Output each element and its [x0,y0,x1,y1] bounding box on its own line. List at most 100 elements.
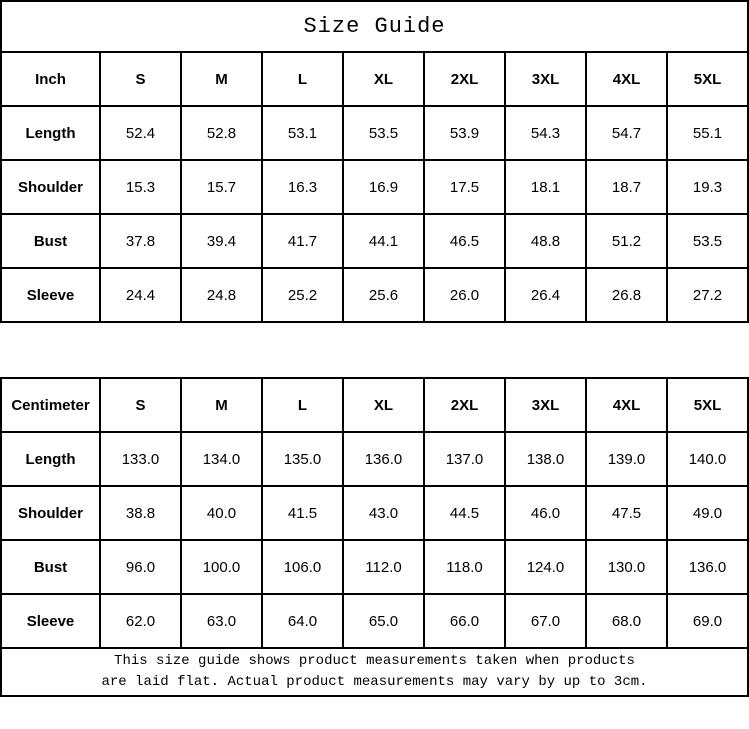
measurement-value: 52.8 [180,105,263,161]
row-label: Bust [0,539,101,595]
row-label: Length [0,431,101,487]
measurement-value: 69.0 [666,593,749,649]
size-column-header: 2XL [423,51,506,107]
table-row: Shoulder 15.3 15.7 16.3 16.9 17.5 18.1 18.7 19.3 [0,159,749,215]
measurement-value: 139.0 [585,431,668,487]
title-row: Size Guide [0,0,749,53]
measurement-value: 136.0 [342,431,425,487]
measurement-value: 68.0 [585,593,668,649]
size-column-header: 3XL [504,51,587,107]
size-header-row: Inch S M L XL 2XL 3XL 4XL 5XL [0,51,749,107]
row-label: Sleeve [0,593,101,649]
measurement-value: 38.8 [99,485,182,541]
measurement-value: 140.0 [666,431,749,487]
measurement-value: 67.0 [504,593,587,649]
measurement-value: 46.5 [423,213,506,269]
measurement-value: 54.7 [585,105,668,161]
footer-row: This size guide shows product measuremen… [0,647,749,697]
measurement-value: 52.4 [99,105,182,161]
footer-note: This size guide shows product measuremen… [0,647,749,697]
measurement-value: 55.1 [666,105,749,161]
table-row: Shoulder 38.8 40.0 41.5 43.0 44.5 46.0 47.5 49.0 [0,485,749,541]
size-table-inch: Size Guide Inch S M L XL 2XL 3XL 4XL 5XL Length 52… [0,0,749,323]
footer-note-line2: are laid flat. Actual product measuremen… [101,674,648,690]
measurement-value: 24.4 [99,267,182,323]
measurement-value: 54.3 [504,105,587,161]
measurement-value: 135.0 [261,431,344,487]
size-column-header: 3XL [504,377,587,433]
measurement-value: 25.2 [261,267,344,323]
measurement-value: 41.5 [261,485,344,541]
measurement-value: 41.7 [261,213,344,269]
row-label: Sleeve [0,267,101,323]
measurement-value: 47.5 [585,485,668,541]
size-column-header: 2XL [423,377,506,433]
measurement-value: 53.5 [342,105,425,161]
measurement-value: 106.0 [261,539,344,595]
measurement-value: 26.8 [585,267,668,323]
measurement-value: 44.5 [423,485,506,541]
measurement-value: 16.9 [342,159,425,215]
row-label: Length [0,105,101,161]
measurement-value: 16.3 [261,159,344,215]
row-label: Bust [0,213,101,269]
row-label: Shoulder [0,159,101,215]
measurement-value: 136.0 [666,539,749,595]
measurement-value: 100.0 [180,539,263,595]
measurement-value: 40.0 [180,485,263,541]
table-row: Length 52.4 52.8 53.1 53.5 53.9 54.3 54.7 55.1 [0,105,749,161]
measurement-value: 18.1 [504,159,587,215]
measurement-value: 65.0 [342,593,425,649]
size-table-centimeter: Centimeter S M L XL 2XL 3XL 4XL 5XL Length 133.0 13… [0,377,749,697]
measurement-value: 53.1 [261,105,344,161]
size-column-header: S [99,51,182,107]
footer-note-line1: This size guide shows product measuremen… [114,653,635,669]
page-title: Size Guide [0,0,749,53]
measurement-value: 26.0 [423,267,506,323]
measurement-value: 24.8 [180,267,263,323]
size-column-header: XL [342,377,425,433]
size-column-header: 5XL [666,377,749,433]
table-row: Bust 96.0 100.0 106.0 112.0 118.0 124.0 130.0 13… [0,539,749,595]
measurement-value: 53.5 [666,213,749,269]
measurement-value: 39.4 [180,213,263,269]
measurement-value: 66.0 [423,593,506,649]
measurement-value: 112.0 [342,539,425,595]
size-column-header: M [180,51,263,107]
measurement-value: 15.7 [180,159,263,215]
size-header-row: Centimeter S M L XL 2XL 3XL 4XL 5XL [0,377,749,433]
table-row: Length 133.0 134.0 135.0 136.0 137.0 138.0 139.… [0,431,749,487]
measurement-value: 48.8 [504,213,587,269]
size-column-header: L [261,377,344,433]
size-column-header: 4XL [585,377,668,433]
table-row: Bust 37.8 39.4 41.7 44.1 46.5 48.8 51.2 53.5 [0,213,749,269]
measurement-value: 44.1 [342,213,425,269]
measurement-value: 118.0 [423,539,506,595]
measurement-value: 37.8 [99,213,182,269]
measurement-value: 26.4 [504,267,587,323]
measurement-value: 133.0 [99,431,182,487]
table-row: Sleeve 62.0 63.0 64.0 65.0 66.0 67.0 68.0 69.0 [0,593,749,649]
measurement-value: 53.9 [423,105,506,161]
measurement-value: 25.6 [342,267,425,323]
measurement-value: 51.2 [585,213,668,269]
size-column-header: S [99,377,182,433]
unit-label: Centimeter [0,377,101,433]
measurement-value: 134.0 [180,431,263,487]
measurement-value: 63.0 [180,593,263,649]
measurement-value: 27.2 [666,267,749,323]
measurement-value: 15.3 [99,159,182,215]
measurement-value: 17.5 [423,159,506,215]
measurement-value: 64.0 [261,593,344,649]
table-row: Sleeve 24.4 24.8 25.2 25.6 26.0 26.4 26.8 27.2 [0,267,749,323]
measurement-value: 46.0 [504,485,587,541]
measurement-value: 49.0 [666,485,749,541]
measurement-value: 96.0 [99,539,182,595]
size-column-header: 4XL [585,51,668,107]
size-column-header: L [261,51,344,107]
measurement-value: 62.0 [99,593,182,649]
measurement-value: 43.0 [342,485,425,541]
measurement-value: 130.0 [585,539,668,595]
measurement-value: 19.3 [666,159,749,215]
measurement-value: 138.0 [504,431,587,487]
